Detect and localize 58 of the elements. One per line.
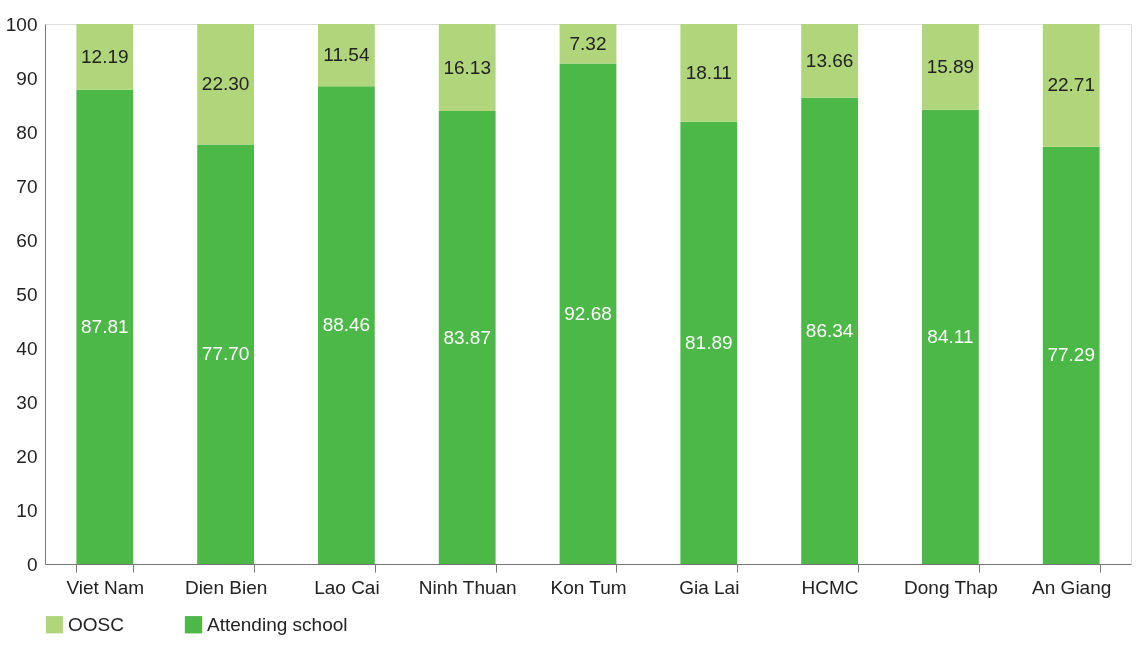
data-label: 22.30 [201,73,250,95]
data-label: 12.19 [81,45,129,67]
bar [197,144,254,564]
x-tick-label: Gia Lai [679,576,740,598]
bar [76,89,134,564]
x-tick-label: HCMC [801,576,859,598]
y-tick-label: 50 [16,283,38,305]
data-label: 77.29 [1047,344,1095,366]
y-tick-label: 30 [16,391,38,413]
bar [76,24,134,90]
data-label: 83.87 [443,326,491,348]
data-label: 84.11 [927,325,974,347]
y-tick-label: 20 [16,445,38,467]
bar [438,111,496,564]
data-label: 13.66 [805,49,854,71]
data-label: 11.54 [323,44,370,66]
y-tick-label: 10 [16,499,38,521]
y-tick-label: 0 [26,553,38,575]
data-label: 16.13 [443,56,491,78]
y-tick-label: 40 [16,337,38,359]
bar [801,97,858,564]
data-label: 77.70 [201,343,250,365]
y-tick-label: 60 [16,229,38,251]
bar [801,24,858,98]
y-tick-label: 100 [5,13,38,35]
data-label: 22.71 [1047,74,1095,96]
bar [922,24,979,110]
data-label: 86.34 [805,319,854,341]
data-label: 7.32 [569,32,607,54]
bar [922,109,979,564]
x-tick-label: Dong Thap [904,576,998,598]
bar [438,24,496,112]
x-tick-label: An Giang [1032,576,1112,598]
bar [559,24,617,64]
x-tick-label: Lao Cai [314,576,380,598]
bar [318,86,375,564]
x-tick-label: Viet Nam [66,576,145,598]
bar [559,63,617,564]
data-label: 92.68 [564,302,612,324]
bar [318,24,375,87]
data-label: 18.11 [685,61,732,83]
x-tick-label: Ninh Thuan [418,576,517,598]
bar [680,24,738,122]
legend-label: Attending school [207,613,348,635]
legend-label: OOSC [68,613,124,635]
bar [1042,24,1100,147]
data-label: 81.89 [685,331,733,353]
x-tick-label: Dien Bien [184,576,268,598]
bar [680,121,738,564]
y-tick-label: 80 [16,121,38,143]
data-label: 15.89 [926,55,975,77]
bar [1042,146,1100,564]
data-label: 88.46 [322,314,371,336]
data-label: 87.81 [81,315,129,337]
bar [197,24,254,145]
y-tick-label: 90 [16,67,38,89]
x-tick-label: Kon Tum [550,576,627,598]
y-tick-label: 70 [16,175,38,197]
